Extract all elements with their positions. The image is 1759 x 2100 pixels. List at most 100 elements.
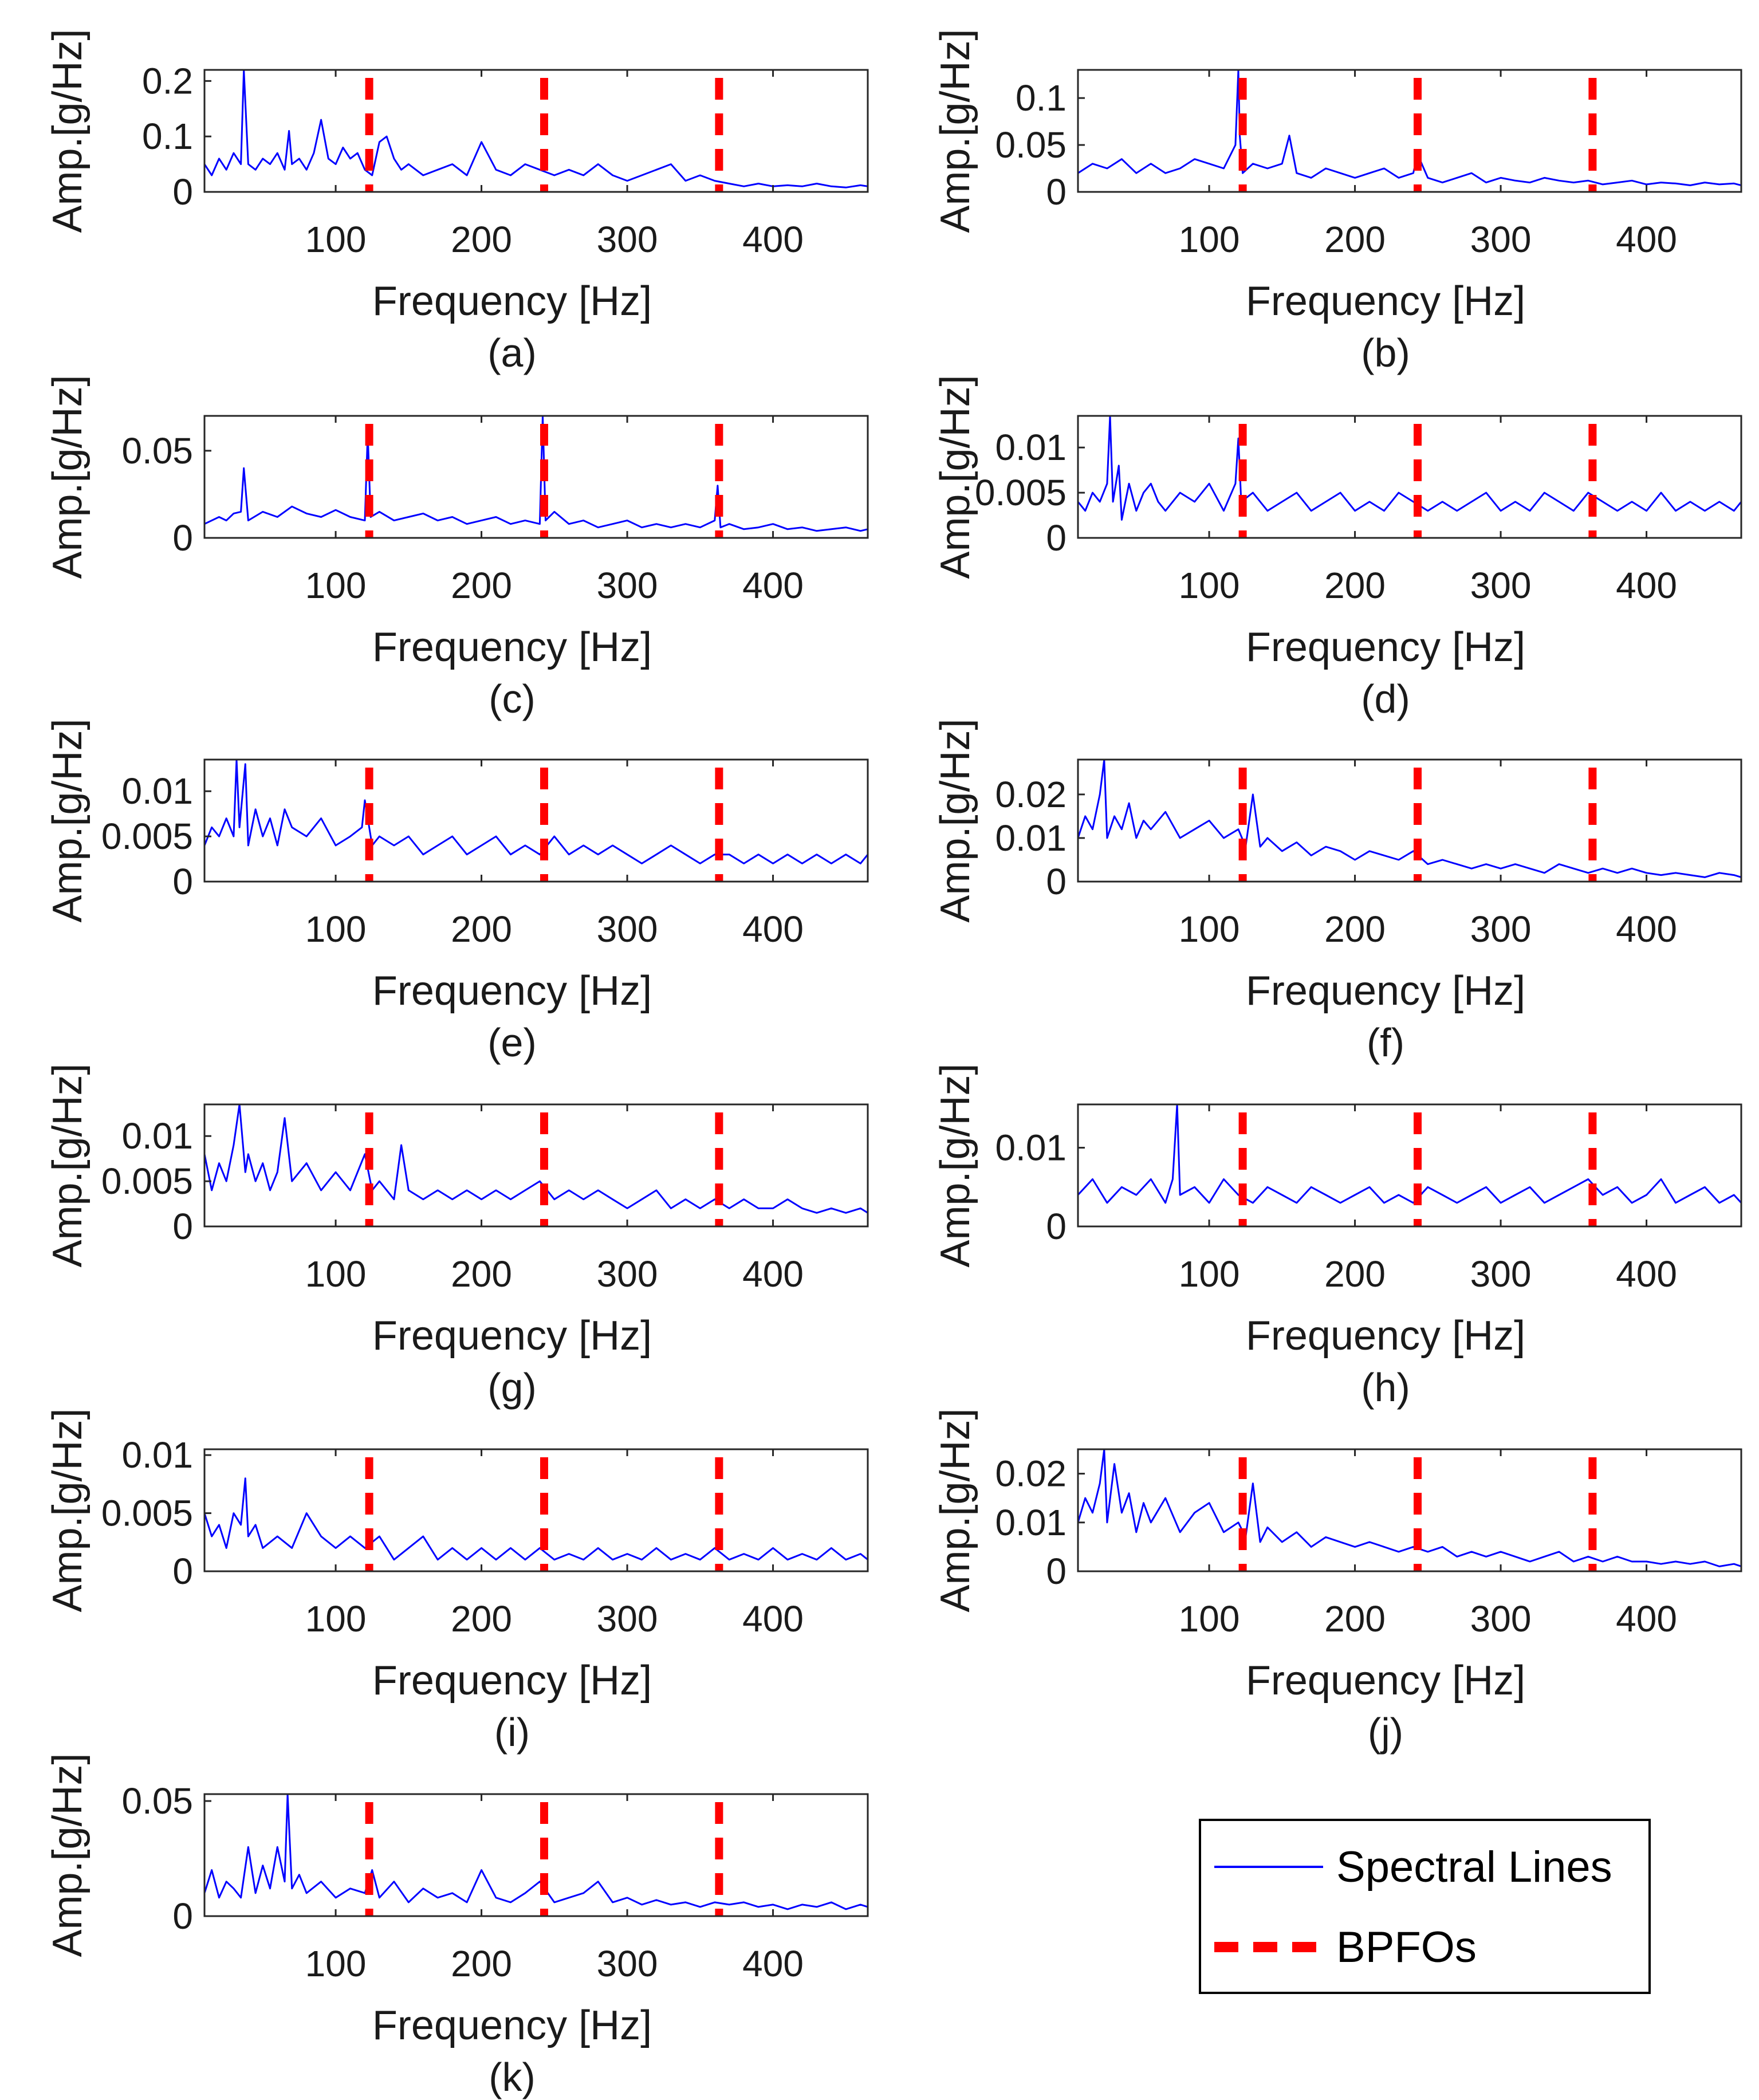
y-tick-label: 0.02 — [995, 774, 1067, 815]
y-tick-label: 0 — [172, 517, 193, 559]
y-tick-label: 0 — [172, 1551, 193, 1592]
subplot-caption: (a) — [487, 331, 537, 375]
x-tick-label: 300 — [597, 909, 658, 950]
x-tick-label: 300 — [1470, 1253, 1532, 1295]
x-axis-label: Frequency [Hz] — [1246, 624, 1525, 670]
x-tick-label: 100 — [1179, 1598, 1240, 1639]
spectral-line-series — [1078, 760, 1741, 878]
y-tick-label: 0.01 — [995, 817, 1067, 859]
x-tick-label: 200 — [1324, 1253, 1386, 1295]
x-axis-label: Frequency [Hz] — [372, 1658, 652, 1704]
y-axis-label: Amp.[g/Hz] — [45, 1408, 90, 1612]
x-tick-label: 200 — [1324, 565, 1386, 606]
spectral-line-series — [1078, 416, 1741, 521]
y-axis-label: Amp.[g/Hz] — [45, 29, 90, 233]
subplot-caption: (d) — [1361, 677, 1410, 721]
y-axis-label: Amp.[g/Hz] — [932, 29, 978, 233]
plot-frame — [203, 1793, 869, 1917]
y-tick-label: 0.01 — [995, 1127, 1067, 1169]
y-axis-label: Amp.[g/Hz] — [932, 1063, 978, 1267]
x-axis-label: Frequency [Hz] — [1246, 1658, 1525, 1704]
x-tick-label: 300 — [1470, 565, 1532, 606]
plot-data — [204, 760, 868, 882]
y-tick-label: 0 — [172, 861, 193, 902]
y-axis-label: Amp.[g/Hz] — [45, 1753, 90, 1957]
plot-area — [204, 1449, 868, 1571]
subplot-caption: (f) — [1367, 1020, 1404, 1065]
y-tick-label: 0 — [1046, 1551, 1067, 1592]
y-tick-label: 0 — [1046, 1206, 1067, 1247]
spectral-line-series — [1078, 70, 1741, 186]
y-axis-label: Amp.[g/Hz] — [932, 718, 978, 922]
plot-area — [1078, 70, 1741, 192]
y-tick-label: 0.005 — [101, 816, 193, 857]
plot-frame — [1077, 1103, 1742, 1228]
y-tick-label: 0 — [1046, 171, 1067, 213]
plot-area — [1078, 760, 1741, 882]
y-axis-label: Amp.[g/Hz] — [45, 718, 90, 922]
x-tick-label: 300 — [597, 1943, 658, 1984]
plot-frame — [1077, 758, 1742, 883]
spectral-line-series — [204, 416, 868, 532]
plot-area — [1078, 1104, 1741, 1226]
plot-area — [204, 416, 868, 538]
y-tick-label: 0.01 — [121, 1115, 193, 1157]
x-tick-label: 400 — [742, 219, 804, 260]
x-tick-label: 400 — [1616, 909, 1677, 950]
x-tick-label: 200 — [451, 565, 512, 606]
y-tick-label: 0.01 — [121, 1434, 193, 1476]
spectral-line-series — [204, 1477, 868, 1561]
subplot-caption: (i) — [494, 1710, 530, 1755]
x-tick-label: 200 — [451, 219, 512, 260]
x-tick-label: 400 — [1616, 1598, 1677, 1639]
y-tick-label: 0 — [1046, 861, 1067, 902]
y-axis-label: Amp.[g/Hz] — [932, 375, 978, 579]
plot-area — [1078, 1449, 1741, 1571]
subplot: 100 200 300 400 0 0.01 0.02 Frequency [Hz] Amp.[… — [932, 1408, 1742, 1755]
spectral-line-series — [1078, 1449, 1741, 1567]
y-tick-label: 0 — [172, 171, 193, 213]
subplot: 100 200 300 400 0 0.05 Frequency [Hz] Amp.[g/Hz… — [45, 375, 869, 721]
y-tick-label: 0.1 — [142, 116, 193, 157]
x-tick-label: 400 — [742, 909, 804, 950]
y-tick-label: 0.01 — [995, 427, 1067, 468]
x-tick-label: 300 — [1470, 219, 1532, 260]
x-tick-label: 100 — [305, 565, 367, 606]
x-axis-label: Frequency [Hz] — [372, 1313, 652, 1359]
plot-frame — [1077, 1448, 1742, 1572]
subplot-caption: (g) — [487, 1365, 537, 1410]
x-tick-label: 300 — [597, 565, 658, 606]
x-tick-label: 100 — [305, 1598, 367, 1639]
x-tick-label: 400 — [1616, 565, 1677, 606]
x-axis-label: Frequency [Hz] — [372, 968, 652, 1014]
y-axis-label: Amp.[g/Hz] — [45, 375, 90, 579]
legend-box — [1199, 1819, 1651, 1994]
plot-data — [1078, 416, 1741, 538]
subplot-caption: (e) — [487, 1020, 537, 1065]
plot-frame — [1077, 415, 1742, 539]
plot-data — [1078, 760, 1741, 882]
x-tick-label: 100 — [1179, 909, 1240, 950]
subplot-caption: (h) — [1361, 1365, 1410, 1410]
plot-data — [204, 416, 868, 538]
x-tick-label: 300 — [597, 1253, 658, 1295]
subplot: 100 200 300 400 0 0.05 0.1 Frequency [Hz] Amp.[g… — [932, 29, 1742, 375]
subplot-caption: (k) — [489, 2055, 536, 2099]
y-axis-label: Amp.[g/Hz] — [932, 1408, 978, 1612]
x-tick-label: 200 — [451, 1253, 512, 1295]
x-tick-label: 200 — [1324, 909, 1386, 950]
x-axis-label: Frequency [Hz] — [372, 278, 652, 324]
spectral-line-series — [204, 1104, 868, 1214]
x-tick-label: 100 — [305, 219, 367, 260]
x-tick-label: 400 — [1616, 219, 1677, 260]
plot-frame — [203, 1103, 869, 1228]
legend-bpfo-label: BPFOs — [1336, 1923, 1477, 1972]
x-axis-label: Frequency [Hz] — [1246, 968, 1525, 1014]
subplot-caption: (j) — [1368, 1710, 1403, 1755]
x-tick-label: 200 — [451, 1943, 512, 1984]
subplot: 100 200 300 400 0 0.1 0.2 Frequency [Hz] Amp.[g/… — [45, 29, 869, 375]
y-tick-label: 0 — [1046, 517, 1067, 559]
y-tick-label: 0.005 — [101, 1161, 193, 1202]
